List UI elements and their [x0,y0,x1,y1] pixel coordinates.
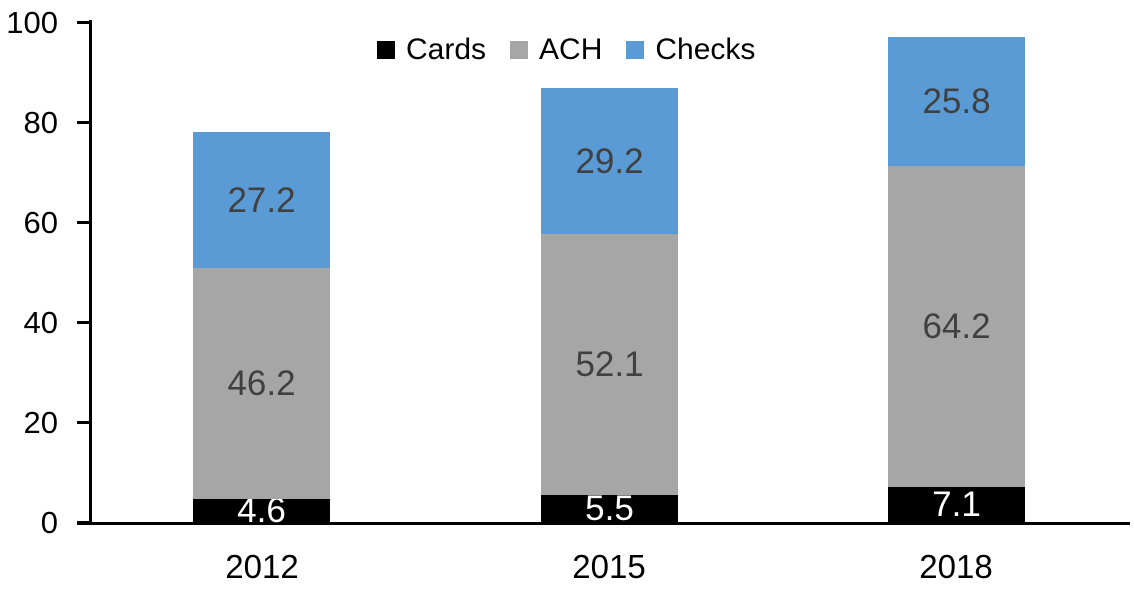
y-axis-tick [77,421,89,424]
legend-swatch-ach-icon [510,41,529,59]
x-axis-label-2012: 2012 [225,548,299,585]
bar-value-label: 27.2 [227,180,296,220]
y-axis-tick-label: 60 [23,205,58,240]
y-axis-tick-label: 80 [23,105,58,140]
bar-segment-ach-2018: 64.2 [888,165,1025,487]
bar-segment-checks-2015: 29.2 [541,88,678,234]
y-axis-line [89,20,92,525]
legend-item-cards: Cards [377,35,486,65]
legend-label: Cards [406,33,487,66]
bar-segment-checks-2018: 25.8 [888,36,1025,166]
bar-segment-cards-2015: 5.5 [541,488,678,528]
bar-value-label: 5.5 [585,488,634,528]
bar-segment-cards-2012: 4.6 [193,491,330,530]
bar-value-label: 4.6 [237,491,286,530]
bar-value-label: 52.1 [575,344,644,384]
y-axis-tick [77,121,89,124]
bar-value-label: 46.2 [227,364,296,403]
legend-swatch-cards-icon [377,41,395,59]
legend-swatch-checks-icon [626,41,645,59]
bar-segment-ach-2012: 46.2 [193,268,330,499]
y-axis-tick [77,321,89,324]
bar-value-label: 64.2 [922,306,991,346]
y-axis-tick [77,221,89,224]
x-axis-line [77,522,1130,525]
y-axis-tick-label: 20 [23,405,58,440]
y-axis-tick-label: 40 [23,305,58,340]
legend-label: Checks [655,33,756,66]
legend-label: ACH [539,33,603,66]
y-axis-tick [77,21,89,24]
bar-segment-ach-2015: 52.1 [541,234,678,495]
chart-legend: Cards ACH Checks [377,32,755,68]
bar-value-label: 7.1 [932,484,981,524]
x-axis-label-2015: 2015 [572,548,646,585]
y-axis-tick-label: 100 [6,5,58,40]
legend-item-checks: Checks [626,35,755,65]
y-axis-tick-label: 0 [40,505,58,540]
x-axis-label-2018: 2018 [919,548,993,585]
bar-value-label: 25.8 [922,81,991,121]
bar-segment-cards-2018: 7.1 [888,484,1025,524]
y-axis-tick [77,521,89,524]
bar-value-label: 29.2 [575,141,644,181]
bar-segment-checks-2012: 27.2 [193,132,330,268]
legend-item-ach: ACH [510,35,602,65]
